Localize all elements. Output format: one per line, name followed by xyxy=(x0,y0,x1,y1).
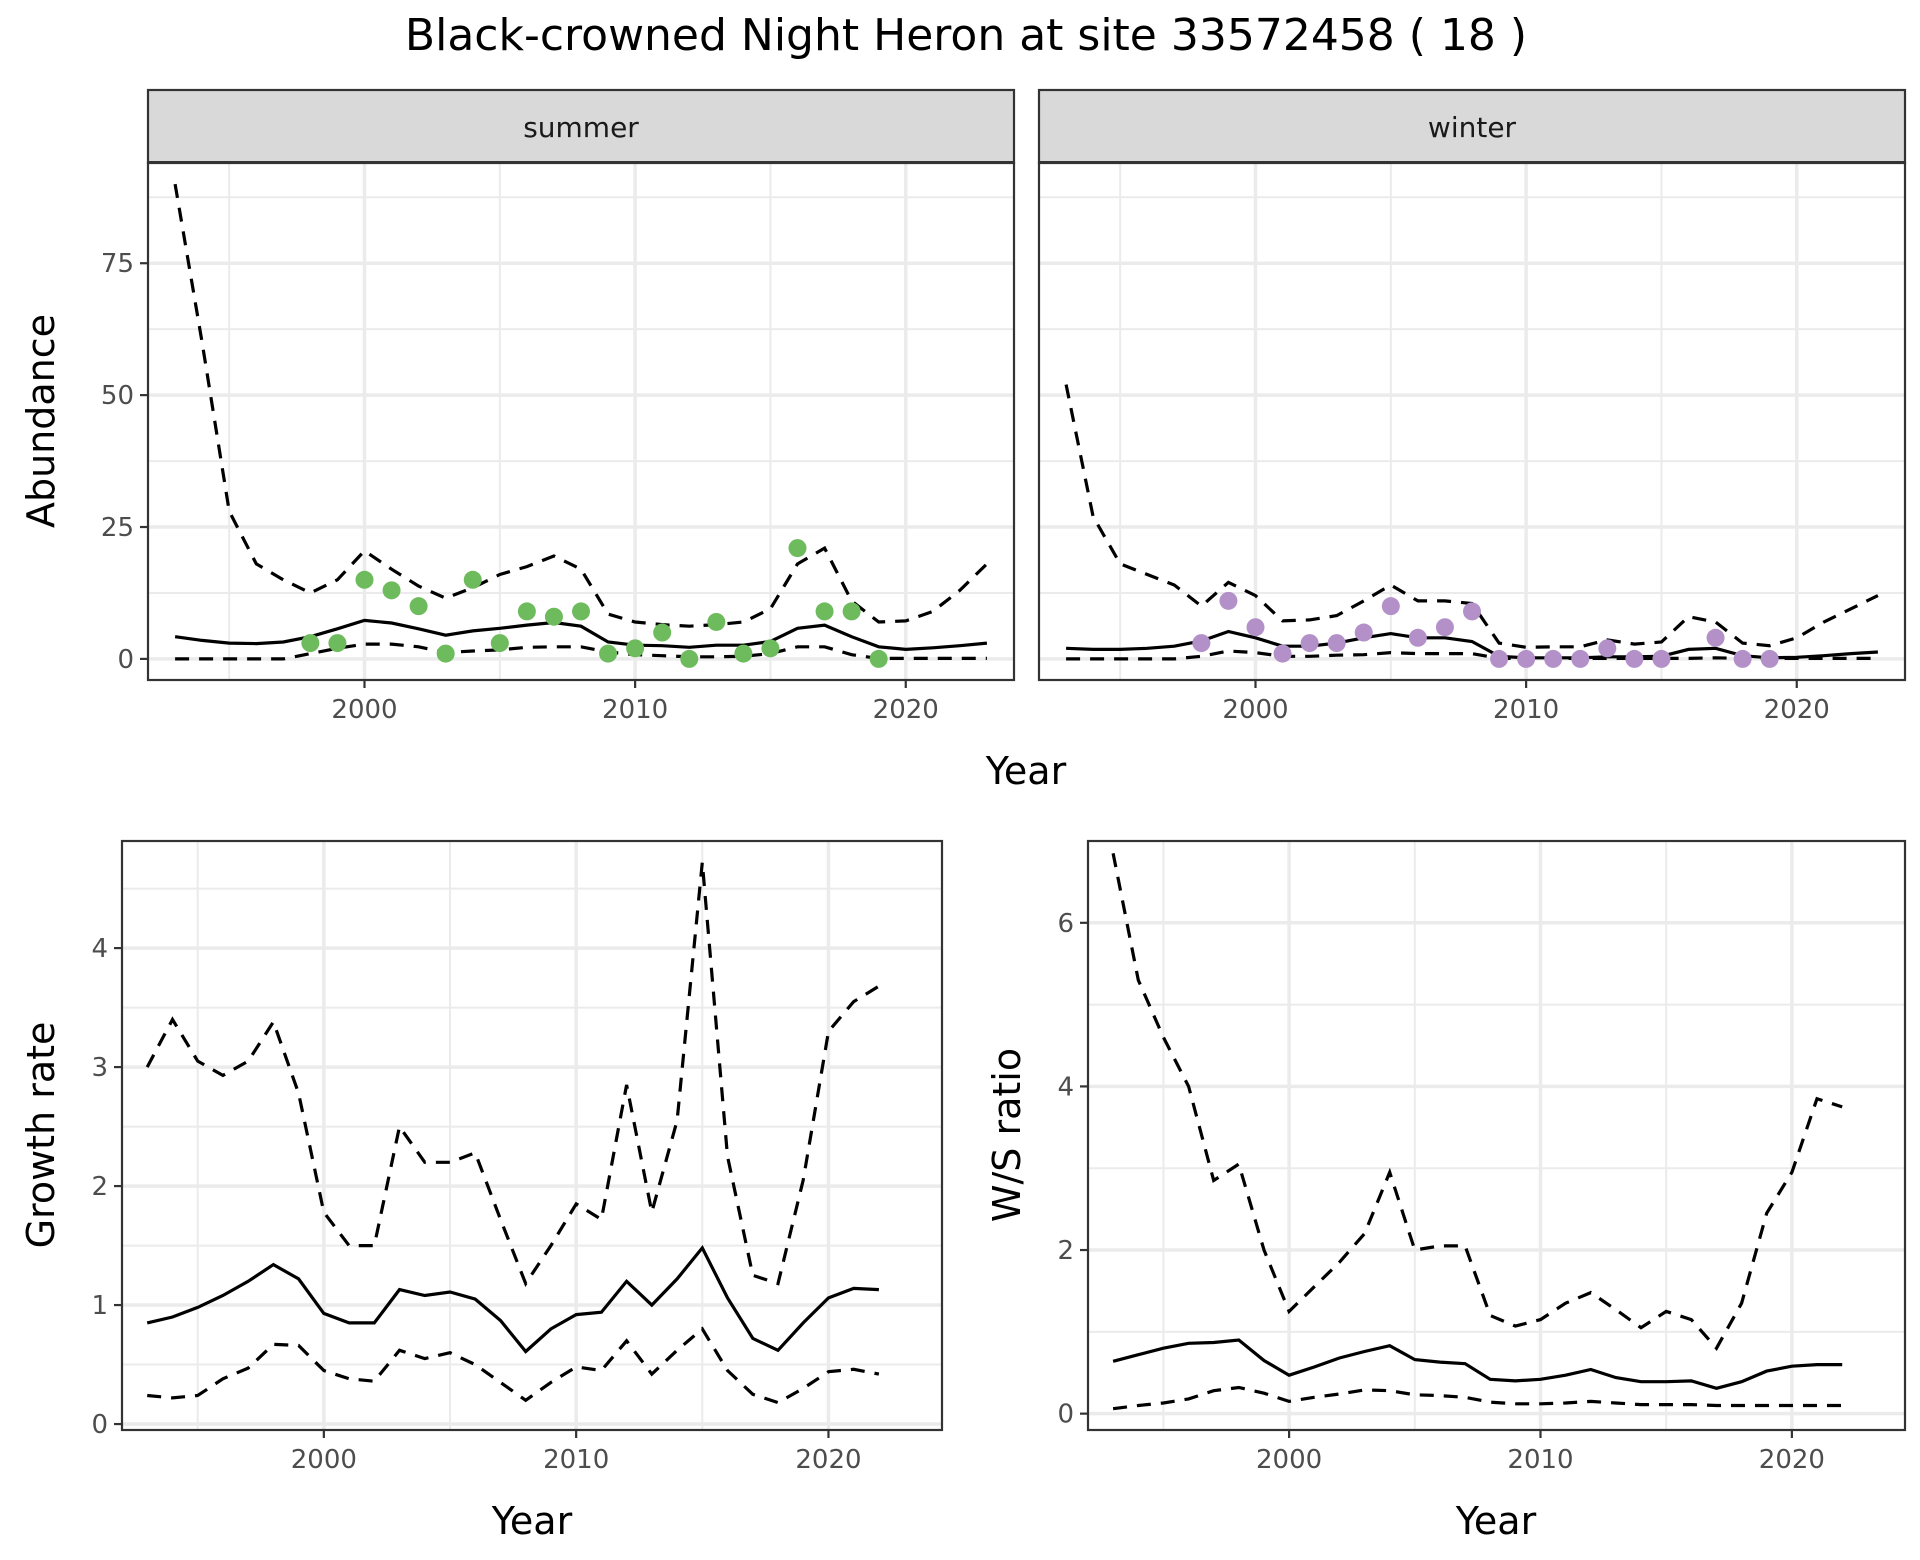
observed-point xyxy=(1598,639,1617,658)
observed-point xyxy=(1408,628,1427,647)
x-tick-label: 2010 xyxy=(1507,1445,1573,1475)
x-tick-label: 2010 xyxy=(543,1445,609,1475)
abundance-plot: summer 2000 2010 2020 0 25 50 75 winter 2000 2010 2… xyxy=(19,88,1907,793)
mean-line xyxy=(146,1244,879,1354)
observed-point xyxy=(1300,634,1319,653)
growth-rate-plot: 2000 2010 2020 0 1 2 3 4 Year Growth rate xyxy=(19,839,944,1543)
observed-point xyxy=(869,649,888,668)
observed-point xyxy=(788,539,807,558)
y-tick-label: 2 xyxy=(91,1172,108,1202)
y-tick-label: 3 xyxy=(91,1053,108,1083)
observed-point xyxy=(1544,649,1563,668)
observed-point xyxy=(761,639,780,658)
x-tick-label: 2020 xyxy=(1759,1445,1825,1475)
panel-background xyxy=(122,841,942,1430)
observed-point xyxy=(734,644,753,663)
y-tick-label: 0 xyxy=(91,1410,108,1440)
x-tick-label: 2000 xyxy=(1256,1445,1322,1475)
x-tick-label: 2020 xyxy=(795,1445,861,1475)
y-axis-title: W/S ratio xyxy=(985,1048,1029,1222)
observed-point xyxy=(328,634,347,653)
lower-bound-line xyxy=(175,642,987,661)
observed-point xyxy=(1219,591,1238,610)
y-tick-label: 75 xyxy=(101,249,134,279)
observed-point xyxy=(1571,649,1590,668)
y-tick-label: 0 xyxy=(117,645,134,675)
observed-point xyxy=(355,570,374,589)
observed-point xyxy=(1733,649,1752,668)
facet-label-winter: winter xyxy=(1428,111,1517,144)
observed-point xyxy=(626,639,645,658)
y-tick-label: 4 xyxy=(91,934,108,964)
observed-point xyxy=(436,644,455,663)
x-axis-title: Year xyxy=(1455,1499,1537,1543)
y-tick-label: 0 xyxy=(1057,1400,1074,1430)
observed-point xyxy=(517,602,536,621)
observed-point xyxy=(544,607,563,626)
x-tick-label: 2010 xyxy=(1493,695,1559,725)
ws-ratio-plot: 2000 2010 2020 0 2 4 6 Year W/S ratio xyxy=(985,839,1907,1543)
facet-strip xyxy=(146,88,1016,165)
observed-point xyxy=(409,597,428,616)
x-axis-title: Year xyxy=(985,749,1067,793)
y-tick-label: 6 xyxy=(1057,909,1074,939)
observed-point xyxy=(1435,618,1454,637)
observed-point xyxy=(707,612,726,631)
observed-point xyxy=(1625,649,1644,668)
y-tick-label: 4 xyxy=(1057,1072,1074,1102)
observed-point xyxy=(1463,602,1481,621)
observed-point xyxy=(1490,649,1509,668)
chart-title: Black-crowned Night Heron at site 335724… xyxy=(405,10,1527,61)
panel-border xyxy=(1086,839,1907,1432)
facet-label-summer: summer xyxy=(523,111,639,144)
y-axis-title: Abundance xyxy=(19,314,63,528)
mean-line xyxy=(1112,1338,1843,1390)
x-tick-label: 2000 xyxy=(291,1445,357,1475)
observed-point xyxy=(490,634,509,653)
x-tick-label: 2010 xyxy=(602,695,668,725)
x-tick-label: 2020 xyxy=(873,695,939,725)
observed-point xyxy=(1354,623,1373,642)
observed-point xyxy=(382,581,401,600)
observed-point xyxy=(1381,597,1400,616)
observed-point xyxy=(653,623,672,642)
facet-panel-summer: summer 2000 2010 2020 0 25 50 75 xyxy=(101,88,1016,725)
y-tick-label: 2 xyxy=(1057,1236,1074,1266)
upper-bound-line xyxy=(1111,852,1843,1351)
x-tick-label: 2020 xyxy=(1764,695,1830,725)
x-tick-label: 2000 xyxy=(331,695,397,725)
observed-point xyxy=(301,634,320,653)
x-axis-title: Year xyxy=(491,1499,573,1543)
upper-bound-line xyxy=(145,862,880,1288)
y-tick-label: 25 xyxy=(101,513,134,543)
observed-point xyxy=(599,644,618,663)
observed-point xyxy=(463,570,482,589)
observed-point xyxy=(1246,618,1265,637)
y-tick-label: 50 xyxy=(101,381,134,411)
observed-point xyxy=(815,602,834,621)
panel-border xyxy=(146,161,1016,682)
observed-point xyxy=(1706,628,1725,647)
observed-point xyxy=(1760,649,1779,668)
x-tick-label: 2000 xyxy=(1222,695,1288,725)
observed-point xyxy=(1652,649,1671,668)
observed-point xyxy=(842,602,861,621)
observed-point xyxy=(680,649,699,668)
observed-point xyxy=(572,602,590,621)
observed-point xyxy=(1273,644,1292,663)
observed-point xyxy=(1327,634,1346,653)
lower-bound-line xyxy=(1112,1385,1843,1411)
panel-border xyxy=(120,839,944,1432)
y-tick-label: 1 xyxy=(91,1291,108,1321)
observed-point xyxy=(1192,634,1211,653)
observed-point xyxy=(1517,649,1536,668)
y-axis-title: Growth rate xyxy=(19,1022,63,1249)
panel-border xyxy=(1037,161,1907,682)
facet-panel-winter: winter 2000 2010 2020 xyxy=(1037,88,1907,725)
